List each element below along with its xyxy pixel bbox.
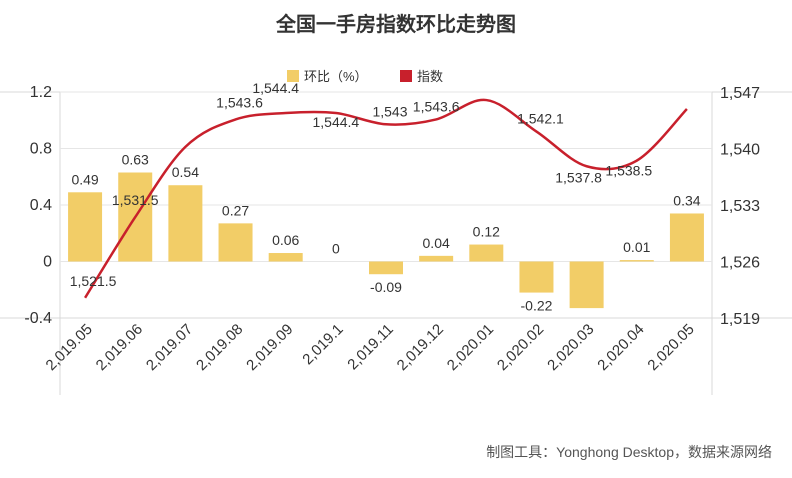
x-tick-label: 2,019.05 [43,321,96,374]
bar-data-label: 0.34 [673,192,700,208]
bar-data-label: 0 [332,241,340,257]
x-tick-label: 2,020.02 [494,321,547,374]
x-tick-label: 2,020.01 [444,321,497,374]
bar [218,223,253,262]
bar [619,260,654,262]
y-left-tick-label: 0 [43,254,52,271]
legend-item-line[interactable]: 指数 [400,66,443,85]
bar [519,261,554,293]
y-left-tick-label: 0.8 [30,141,52,158]
legend: 环比（%） 指数 [0,66,792,84]
legend-item-bar[interactable]: 环比（%） [287,66,368,85]
bar-data-label: -0.22 [521,298,553,314]
y-right-tick-label: 1,547 [720,85,760,102]
line-data-label: 1,531.5 [112,192,159,208]
chart-title: 全国一手房指数环比走势图 [276,14,516,36]
bar [68,192,103,262]
bar [369,261,403,275]
line-data-label: 1,544.4 [312,114,359,130]
bar [569,261,604,309]
y-right-tick-label: 1,526 [720,255,760,272]
bar-data-label: 0.01 [623,239,650,255]
line-data-label: 1,538.5 [605,163,652,179]
x-tick-label: 2,019.07 [143,321,196,374]
y-right-tick-label: 1,533 [720,198,760,215]
x-tick-label: 2,019.06 [93,321,146,374]
line-data-label: 1,543 [372,103,407,119]
x-tick-label: 2,019.08 [193,321,246,374]
x-tick-label: 2,020.03 [544,321,597,374]
x-tick-label: 2,019.09 [243,321,296,374]
y-right-tick-label: 1,540 [720,142,760,159]
x-tick-label: 2,019.1 [299,321,346,368]
x-tick-label: 2,019.11 [344,321,397,374]
x-tick-label: 2,020.05 [644,321,697,374]
footer-source: 制图工具：Yonghong Desktop，数据来源网络 [486,444,772,460]
bar [268,253,303,262]
line-data-label: 1,543.6 [216,94,263,110]
bar-data-label: 0.49 [71,171,98,187]
bar-data-label: 0.04 [423,235,450,251]
legend-swatch-line [400,69,412,82]
y-left-tick-label: 1.2 [30,84,52,101]
bar-data-label: -0.09 [370,279,402,295]
line-data-label: 1,543.6 [413,98,460,114]
bar-data-label: 0.27 [222,202,249,218]
legend-swatch-bar [287,69,299,82]
bar [419,255,454,262]
y-left-tick-label: 0.4 [30,197,52,214]
y-left-tick-label: -0.4 [24,310,52,327]
legend-label-line: 指数 [417,69,444,84]
y-right-tick-label: 1,519 [720,311,760,328]
legend-label-bar: 环比（%） [304,69,368,84]
bar-data-label: 0.12 [473,224,500,240]
bar [469,244,504,262]
line-data-label: 1,542.1 [517,111,564,127]
line-data-label: 1,544.4 [252,80,299,96]
bar [168,185,203,262]
x-tick-label: 2,019.12 [394,321,447,374]
line-data-label: 1,521.5 [70,273,117,289]
bar [669,213,704,262]
bar-data-label: 0.54 [172,164,199,180]
index-line [84,98,688,299]
line-data-label: 1,537.8 [555,169,602,185]
x-tick-label: 2,020.04 [594,321,647,374]
bar-data-label: 0.63 [122,152,149,168]
bar-data-label: 0.06 [272,232,299,248]
